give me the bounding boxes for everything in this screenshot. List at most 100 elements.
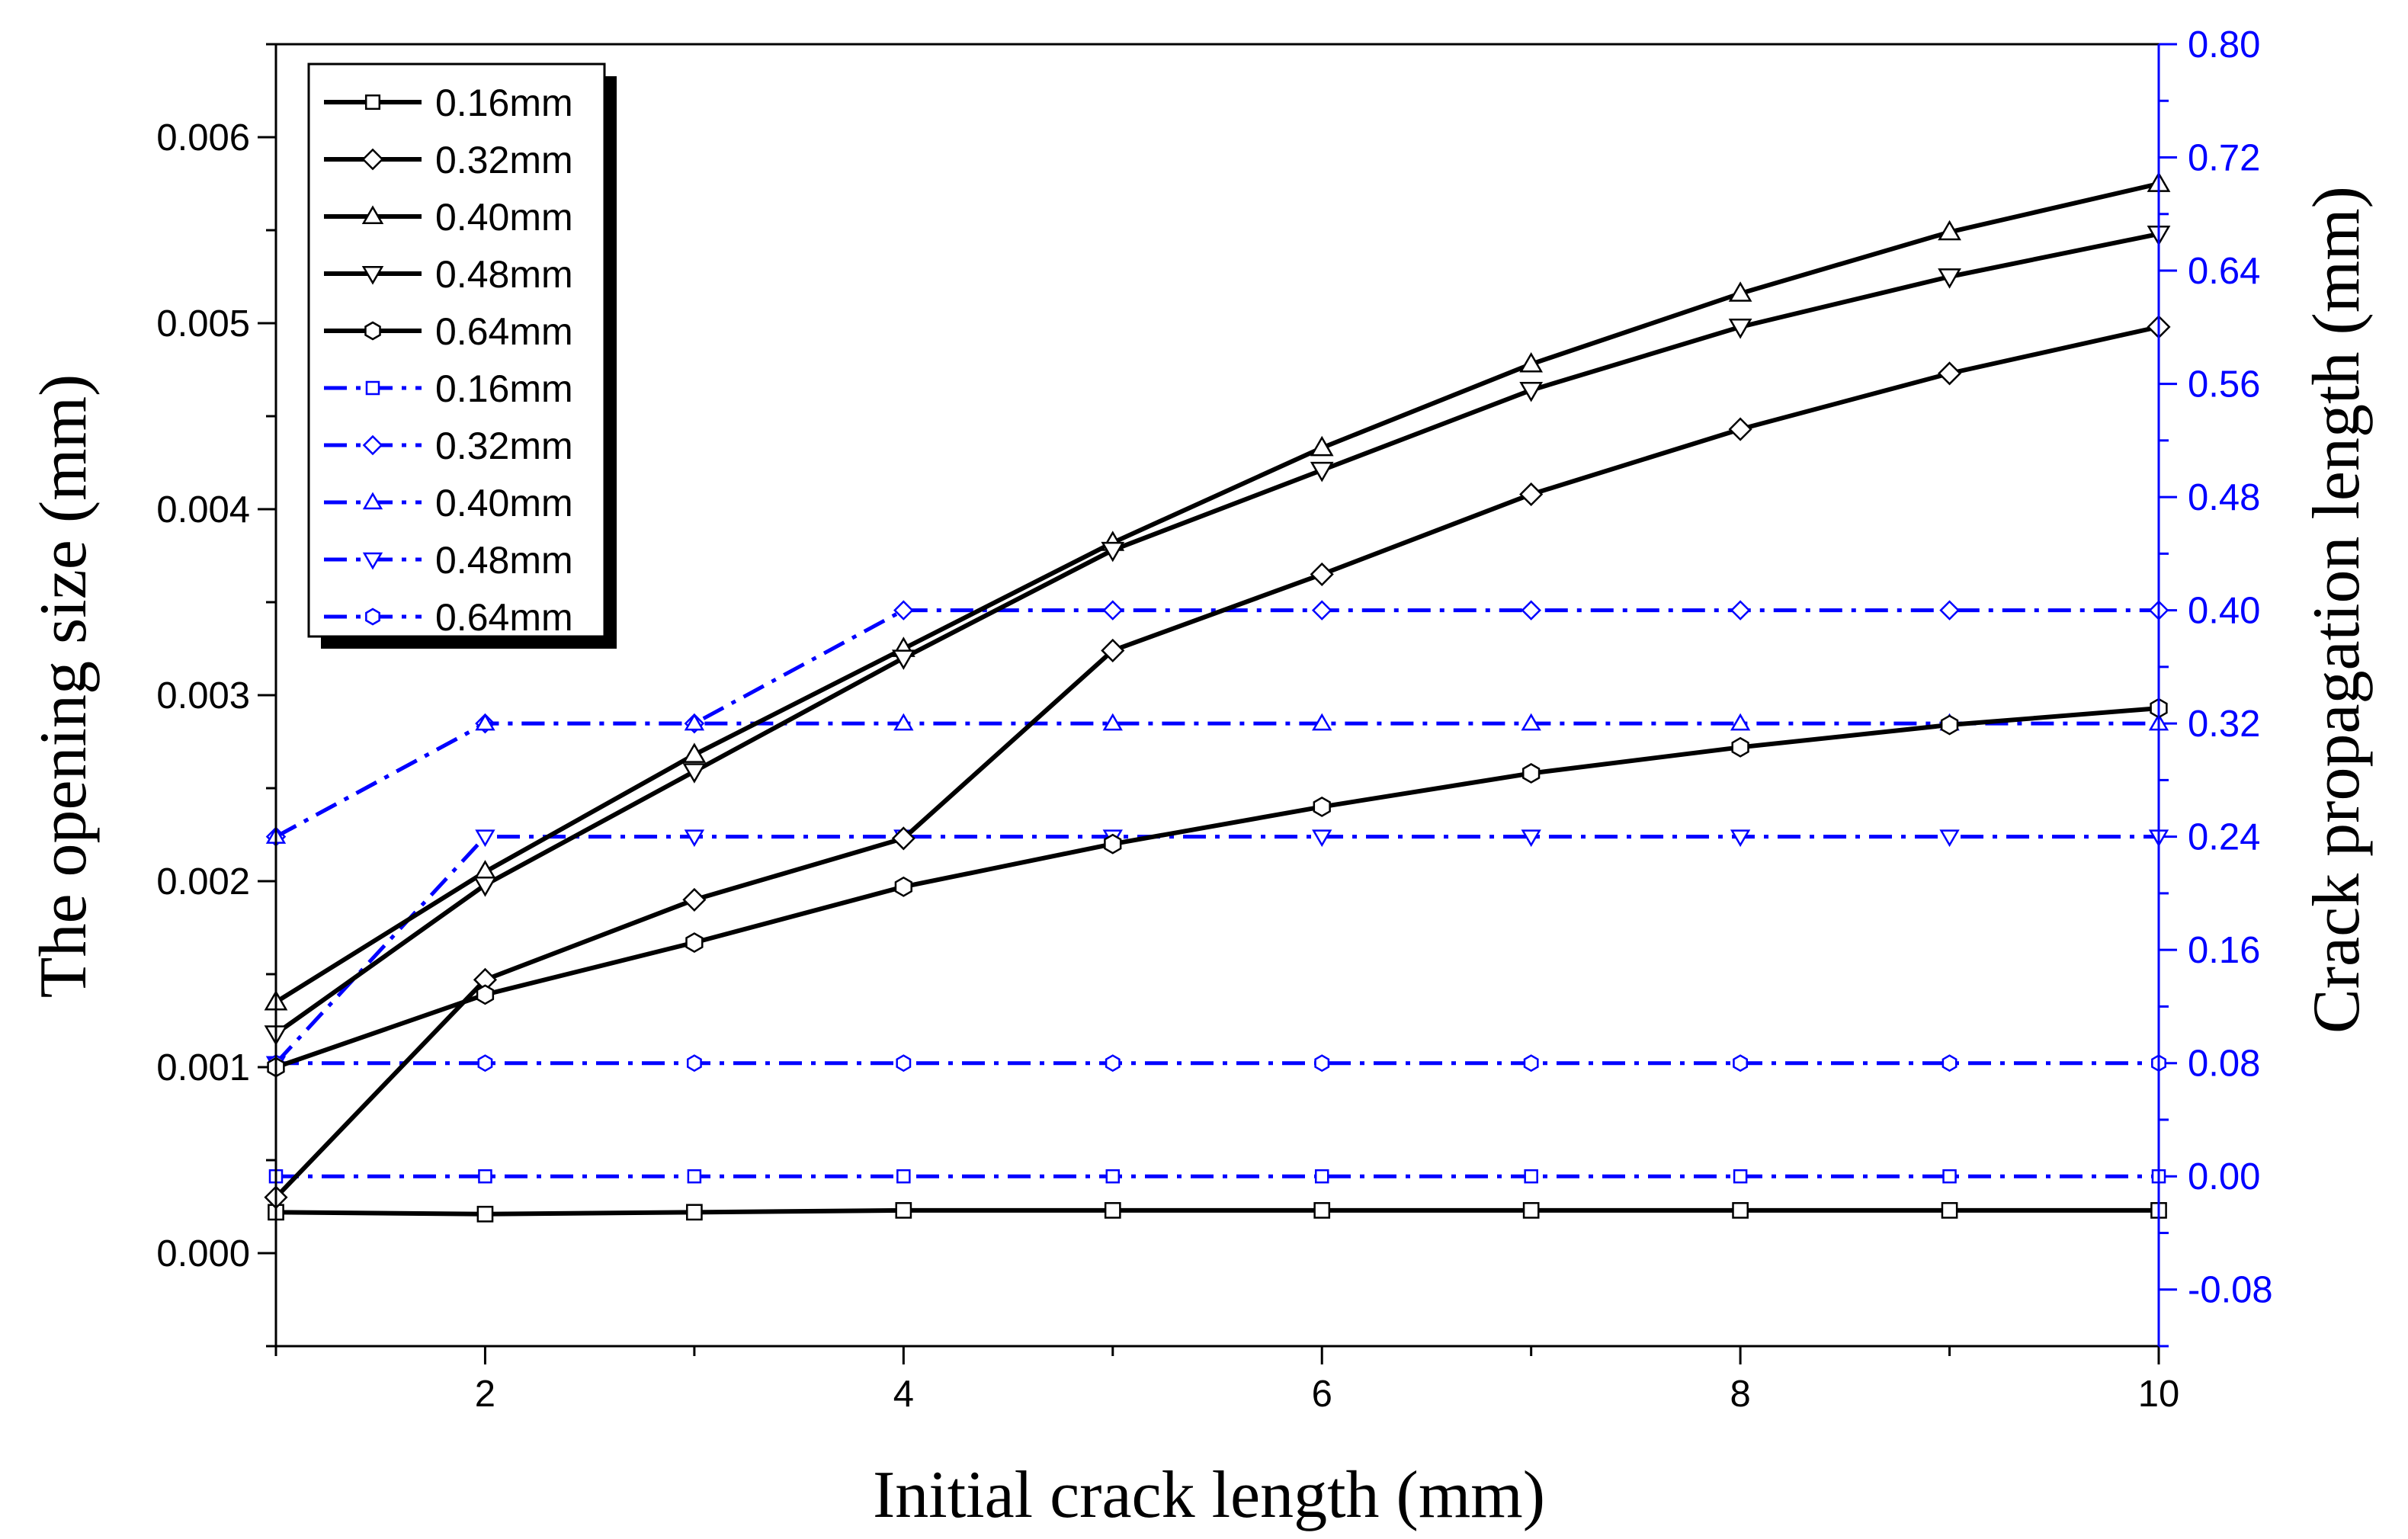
legend-entry: 0.32mm [324,139,573,181]
y-right-tick-label: 0.72 [2188,138,2260,179]
data-point [1938,220,1961,241]
data-point [1101,541,1125,563]
legend-label: 0.16mm [435,367,573,410]
data-point [896,1054,912,1072]
legend-marker [362,492,383,510]
data-point [1104,833,1122,854]
data-point [1939,600,1960,620]
data-point [1941,1054,1958,1072]
data-point [1521,600,1541,620]
series-left-0.32mm [264,315,2171,1210]
data-point [1104,1202,1121,1219]
x-tick-label: 4 [893,1374,914,1415]
data-point [1102,600,1124,620]
data-point [1101,638,1125,663]
data-point [1312,829,1332,848]
series-line [274,324,2160,1199]
x-tick-label: 10 [2138,1374,2180,1415]
data-point [475,713,495,731]
data-point [1521,829,1541,848]
y-right-tick-label: 0.80 [2188,24,2260,66]
y-left-tick-label: 0.006 [156,117,250,159]
series-left-0.16mm [268,1202,2167,1223]
data-point [1940,714,1959,736]
legend-label: 0.48mm [435,253,573,296]
x-tick-label: 6 [1312,1374,1332,1415]
legend-label: 0.48mm [435,539,573,582]
data-point [1730,713,1751,731]
data-point [1311,600,1332,620]
data-point [687,1169,702,1184]
data-point [476,1205,494,1223]
data-point [891,826,915,851]
data-point [1519,482,1544,507]
legend-entry: 0.40mm [324,196,573,239]
y-axis-right-title: Crack propagation length (mm) [2300,186,2374,1034]
data-point [1730,600,1751,620]
data-point [1730,829,1751,848]
data-point [1938,268,1961,289]
y-right-tick-label: 0.64 [2188,251,2260,292]
series-right-0.64mm [268,1054,2166,1072]
legend-label: 0.32mm [435,425,573,467]
legend-marker [364,321,381,341]
data-point [475,829,495,848]
y-left-tick-label: 0.003 [156,675,250,717]
legend-label: 0.64mm [435,310,573,353]
legend-entry: 0.40mm [324,482,573,524]
data-point [1732,1202,1749,1219]
legend-label: 0.40mm [435,196,573,239]
data-point [686,1204,703,1221]
data-point [893,713,914,731]
data-point [1728,281,1752,302]
data-point [1942,1169,1957,1184]
x-axis-title: Initial crack length (mm) [873,1458,1545,1532]
data-point [1102,713,1123,731]
series-line [274,231,2160,1036]
data-point [682,887,707,912]
y-right-tick-label: -0.08 [2188,1270,2273,1311]
data-point [1521,713,1541,731]
data-point [1313,796,1331,817]
data-point [1728,417,1752,441]
legend-marker [364,94,381,111]
x-tick-label: 8 [1730,1374,1750,1415]
data-point [1105,1054,1121,1072]
data-point [1314,1054,1330,1072]
data-point [1310,461,1334,483]
legend-entry: 0.64mm [324,596,573,639]
series-left-0.64mm [267,697,2168,1078]
y-left-tick-label: 0.001 [156,1047,250,1089]
data-point [893,600,914,620]
data-point [1310,562,1334,586]
y-left-tick-label: 0.005 [156,303,250,345]
tick-labels: 2 4 6 8 10 0.000 0.001 0.002 0.003 0.004 0.005 0.00… [156,24,2272,1415]
legend-label: 0.32mm [435,139,573,181]
data-point [1522,763,1541,784]
data-point [891,649,915,670]
y-right-tick-label: 0.00 [2188,1156,2260,1198]
data-point [685,932,704,953]
legend-label: 0.40mm [435,482,573,524]
data-point [476,984,495,1005]
legend-marker [361,205,384,225]
data-point [478,1169,492,1184]
series-line [274,835,2159,1065]
legend-entry: 0.48mm [324,539,573,582]
axis-ticks [258,43,2177,1364]
y-right-tick-label: 0.40 [2188,591,2260,632]
data-point [1522,1202,1540,1219]
y-left-tick-label: 0.002 [156,861,250,903]
y-right-tick-label: 0.24 [2188,817,2260,858]
data-point [1523,1054,1539,1072]
legend-marker [365,608,380,626]
data-point [1314,1169,1329,1184]
legend-entry: 0.32mm [324,425,573,467]
y-right-tick-label: 0.32 [2188,704,2260,745]
series-line [275,1207,2159,1217]
legend-label: 0.64mm [435,596,573,639]
data-point [1728,319,1752,339]
data-point [1105,1169,1121,1184]
y-axis-left-title: The opening size (mm) [27,374,101,999]
